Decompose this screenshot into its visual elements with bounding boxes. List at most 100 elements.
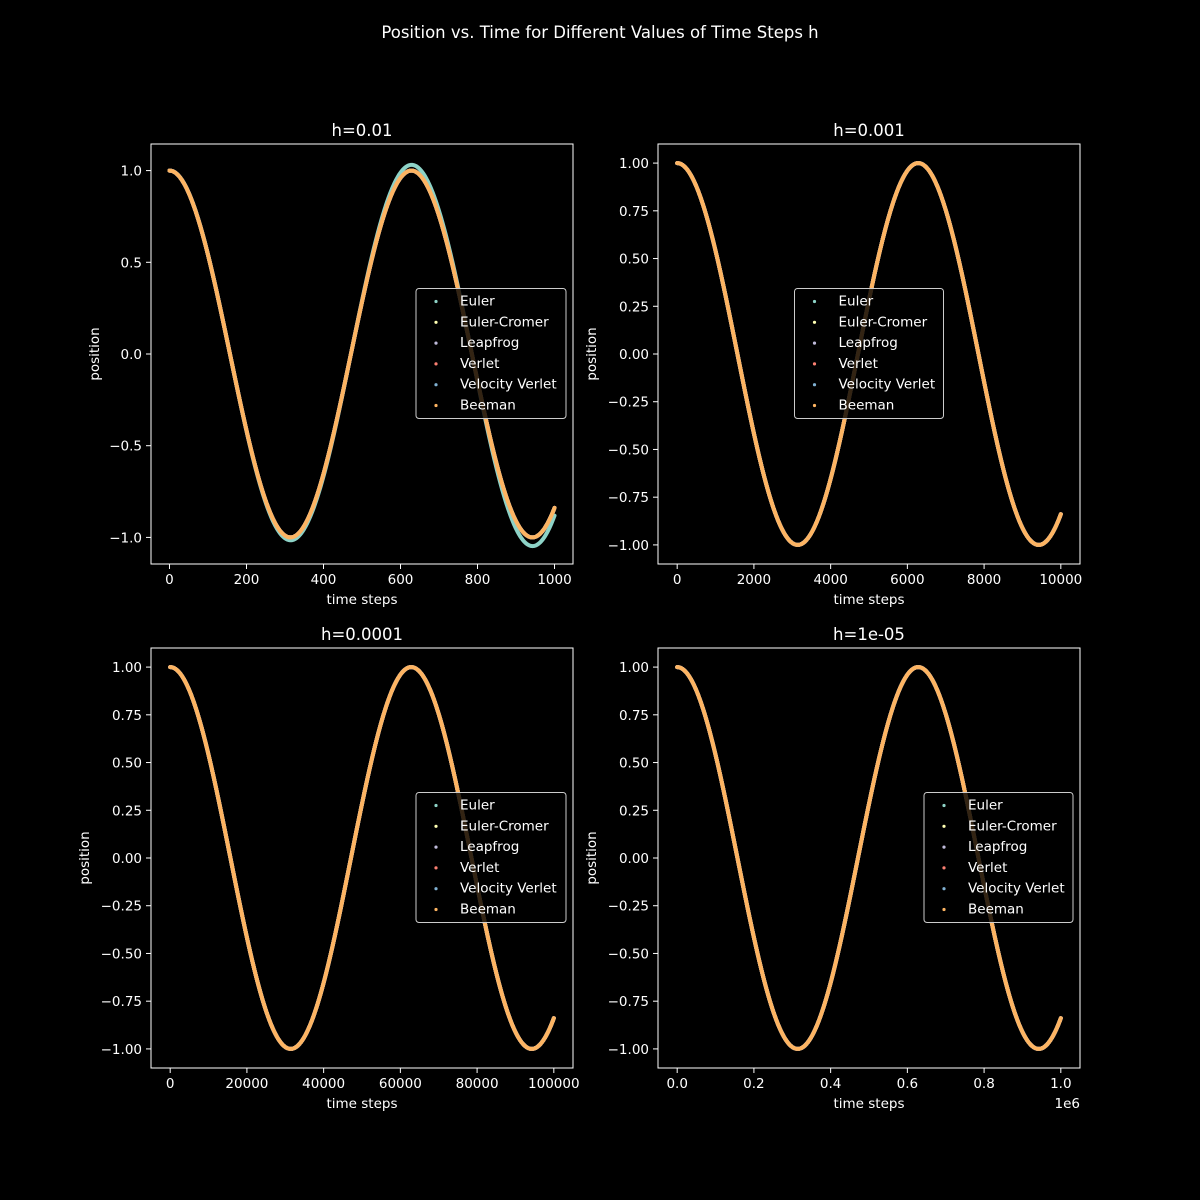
x-tick-label: 1000 [537, 572, 571, 588]
series-beeman [675, 665, 1063, 1051]
x-tick-label: 1.0 [1050, 1076, 1071, 1092]
x-tick-label: 0 [166, 1076, 175, 1092]
legend-marker [434, 866, 438, 870]
x-tick-label: 200 [234, 572, 260, 588]
legend-marker [812, 341, 817, 345]
legend-label: Leapfrog [968, 839, 1027, 855]
legend-marker [434, 320, 438, 324]
y-tick-label: −1.00 [608, 538, 649, 554]
legend: Euler Euler-Cromer Leapfrog Verlet Velocity … [415, 288, 567, 419]
x-tick-label: 600 [388, 572, 414, 588]
x-offset-label: 1e6 [1055, 1096, 1080, 1112]
x-tick-label: 800 [465, 572, 491, 588]
y-tick-label: −0.25 [608, 395, 649, 411]
legend-marker [434, 362, 438, 366]
legend: Euler Euler-Cromer Leapfrog Verlet Velocity … [923, 792, 1074, 923]
x-tick-label: 0.4 [820, 1076, 841, 1092]
y-tick-label: −0.25 [608, 899, 649, 915]
legend-label: Beeman [460, 398, 516, 414]
y-tick-label: 0.75 [112, 708, 142, 724]
legend-marker [434, 824, 438, 828]
legend-label: Euler [839, 294, 874, 310]
y-tick-label: 0.25 [619, 299, 649, 315]
y-tick-label: −0.75 [608, 994, 649, 1010]
legend-frame [923, 792, 1074, 923]
y-tick-label: −1.00 [101, 1042, 142, 1058]
subplot: 0 20000 40000 60000 80000 100000 −1.00 −0.75 −0.… [77, 625, 580, 1112]
x-tick-label: 0 [673, 572, 682, 588]
legend-marker [812, 362, 817, 366]
legend-label: Euler [968, 798, 1003, 814]
y-tick-label: −0.50 [101, 946, 142, 962]
y-tick-label: 1.0 [121, 164, 142, 180]
y-tick-label: 0.75 [619, 204, 649, 220]
subplot-title: h=0.001 [833, 121, 905, 140]
y-tick-label: 1.00 [112, 660, 142, 676]
y-tick-label: −0.50 [608, 946, 649, 962]
legend-label: Euler-Cromer [460, 314, 549, 330]
legend-marker [812, 320, 817, 324]
y-tick-label: 0.25 [112, 803, 142, 819]
y-axis-label: position [87, 327, 103, 380]
y-tick-label: −1.00 [608, 1042, 649, 1058]
y-tick-label: 0.5 [121, 255, 142, 271]
legend-frame [794, 288, 944, 419]
legend-marker [434, 887, 438, 891]
legend-label: Euler [460, 798, 495, 814]
y-tick-label: 1.00 [619, 660, 649, 676]
legend-label: Velocity Verlet [839, 377, 936, 393]
y-tick-label: 0.75 [619, 708, 649, 724]
y-tick-label: 0.50 [619, 252, 649, 268]
legend-label: Euler-Cromer [460, 818, 549, 834]
x-tick-label: 80000 [456, 1076, 499, 1092]
x-tick-label: 400 [311, 572, 337, 588]
legend-marker [942, 887, 946, 891]
x-tick-label: 10000 [1039, 572, 1082, 588]
legend-label: Velocity Verlet [968, 881, 1065, 897]
legend-label: Verlet [460, 356, 499, 372]
legend-marker [434, 341, 438, 345]
legend-marker [434, 403, 438, 408]
x-axis-label: time steps [833, 1096, 904, 1112]
x-tick-label: 0 [165, 572, 174, 588]
y-tick-label: 0.25 [619, 803, 649, 819]
legend-marker [434, 803, 438, 808]
x-tick-label: 100000 [528, 1076, 580, 1092]
subplot-title: h=1e-05 [833, 625, 905, 644]
y-tick-label: 0.00 [619, 347, 649, 363]
y-tick-label: 0.00 [112, 851, 142, 867]
legend-label: Leapfrog [460, 839, 519, 855]
x-tick-label: 4000 [813, 572, 847, 588]
x-tick-label: 60000 [379, 1076, 422, 1092]
y-axis-label: position [584, 327, 600, 380]
legend-label: Verlet [968, 860, 1007, 876]
x-tick-label: 0.2 [743, 1076, 764, 1092]
legend-label: Leapfrog [839, 335, 898, 351]
legend-frame [415, 288, 567, 419]
x-tick-label: 2000 [737, 572, 771, 588]
legend-marker [434, 383, 438, 387]
y-axis-label: position [584, 831, 600, 884]
x-tick-label: 20000 [225, 1076, 268, 1092]
y-tick-label: −0.5 [109, 439, 142, 455]
y-tick-label: −0.25 [101, 899, 142, 915]
legend-label: Beeman [839, 398, 895, 414]
legend-label: Euler-Cromer [968, 818, 1057, 834]
legend-label: Euler [460, 294, 495, 310]
legend-marker [942, 803, 946, 808]
legend-frame [415, 792, 567, 923]
legend-marker [942, 845, 946, 849]
y-tick-label: 0.50 [112, 756, 142, 772]
legend-label: Beeman [968, 902, 1024, 918]
y-tick-label: 1.00 [619, 156, 649, 172]
legend-label: Leapfrog [460, 335, 519, 351]
x-tick-label: 0.6 [897, 1076, 918, 1092]
legend-label: Verlet [839, 356, 878, 372]
figure-title: Position vs. Time for Different Values o… [381, 23, 818, 42]
x-tick-label: 0.8 [973, 1076, 994, 1092]
legend-label: Beeman [460, 902, 516, 918]
legend-marker [812, 383, 817, 387]
x-tick-label: 0.0 [666, 1076, 687, 1092]
legend-marker [812, 403, 817, 408]
legend-marker [942, 824, 946, 828]
